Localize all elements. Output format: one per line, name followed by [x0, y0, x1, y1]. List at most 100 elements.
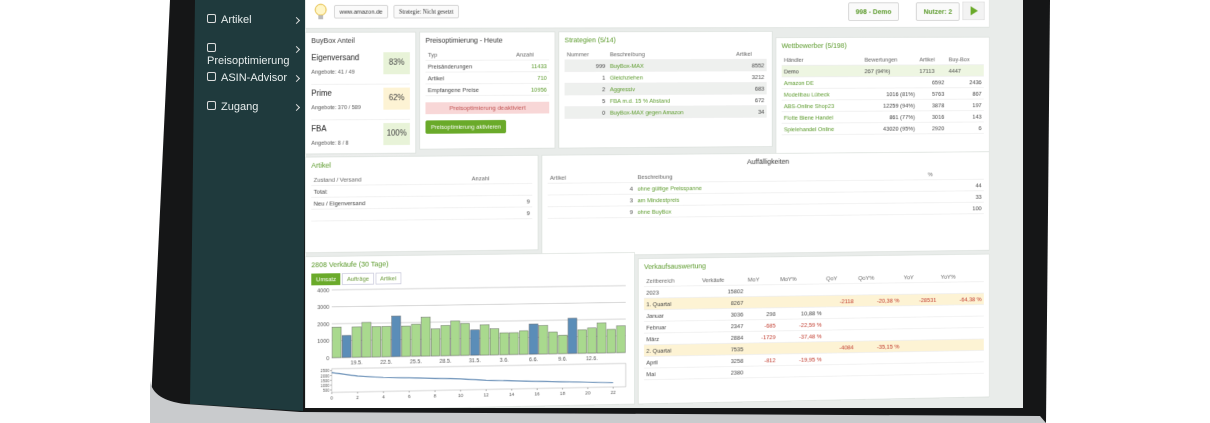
cell: 999	[564, 59, 608, 72]
cell: 3036	[699, 308, 746, 321]
cell: 861 (77%)	[862, 110, 918, 123]
menu-item[interactable]: ASIN-Advisor	[207, 72, 303, 84]
bar	[578, 330, 587, 354]
cell	[777, 295, 824, 308]
cell: 10,88 %	[777, 307, 824, 320]
cell: 4447	[946, 64, 984, 77]
x-tick-label: 8	[434, 393, 437, 399]
overview-frame	[332, 363, 626, 392]
panel-title: Wettbewerber (5/198)	[781, 41, 847, 50]
y-tick-label: 3000	[317, 305, 329, 311]
x-tick-label: 25.5.	[410, 359, 423, 365]
cell: Modellbau Lübeck	[781, 88, 863, 101]
menu-label: Artikel	[221, 14, 252, 26]
cell	[777, 364, 824, 378]
x-tick-label: 4	[382, 394, 385, 400]
buybox-item: FBA Angebote: 8 / 8 100%	[311, 119, 410, 156]
menu-item[interactable]: Artikel	[207, 14, 303, 26]
offers: Angebote: 8 / 8	[311, 140, 349, 147]
strategy-button[interactable]: Strategie: Nicht gesetzt	[393, 4, 459, 19]
cell: 5763	[917, 87, 947, 100]
bar	[568, 318, 577, 353]
header-cell: MoY%	[777, 272, 824, 285]
header-cell: Zeitbereich	[644, 274, 700, 287]
screen: www.amazon.de Strategie: Nicht gesetzt 9…	[305, 0, 1023, 408]
menu-icon	[207, 101, 216, 110]
cell	[745, 284, 778, 297]
activate-button[interactable]: Preisoptimierung aktivieren	[425, 119, 507, 134]
x-tick-label: 31.5.	[469, 358, 481, 364]
bar	[539, 325, 548, 354]
cell	[777, 283, 824, 297]
cell: Flotte Biene Handel	[781, 111, 863, 124]
buybox-panel: BuyBox Anteil Eigenversand Angebote: 41 / …	[305, 31, 417, 156]
channel-name: Eigenversand	[311, 53, 360, 63]
cell: 43020 (95%)	[862, 122, 918, 135]
x-tick-label: 16	[535, 391, 540, 397]
cell: 3212	[733, 70, 767, 83]
cell: 683	[733, 82, 767, 95]
cell: 9	[469, 206, 533, 220]
cell: 143	[946, 110, 984, 123]
cell	[901, 339, 939, 352]
issues-panel: Auffälligkeiten Artikel Beschreibung% 4 ohne…	[541, 151, 990, 257]
cell: 2347	[699, 319, 746, 333]
panel-title: Verkaufsauswertung	[644, 262, 706, 271]
menu-icon	[207, 72, 216, 81]
bar	[362, 322, 371, 357]
cell	[745, 365, 778, 378]
table: Händler Bewertungen Artikel Buy-Box Demo 267 …	[781, 53, 984, 136]
cell: 6	[946, 121, 984, 134]
cell: ABS-Online Shop23	[781, 99, 863, 112]
cell	[823, 306, 856, 319]
tab[interactable]: Umsatz	[311, 273, 341, 286]
bar	[352, 327, 363, 359]
sidebar: Artikel Preisoptimierung ASIN-Advisor Zugan…	[195, 0, 305, 410]
bar	[597, 323, 606, 353]
cell: 3258	[699, 354, 746, 368]
cell: 2023	[644, 285, 700, 299]
tab[interactable]: Artikel	[375, 272, 402, 285]
menu-label: ASIN-Advisor	[221, 72, 288, 84]
domain-select[interactable]: www.amazon.de	[334, 5, 389, 19]
cell: -37,48 %	[777, 330, 824, 343]
bar	[588, 328, 597, 353]
cell: 33	[925, 190, 984, 203]
menu-item[interactable]: Zugang	[207, 101, 303, 113]
header-row: Nummer Beschreibung Artikel	[564, 48, 767, 60]
menu-item[interactable]: Preisoptimierung	[207, 43, 303, 67]
dashboard: www.amazon.de Strategie: Nicht gesetzt 9…	[305, 0, 990, 408]
bar	[342, 335, 353, 359]
offers: Angebote: 41 / 49	[311, 69, 355, 76]
x-tick-label: 2	[356, 395, 359, 401]
cell: Empfangene Preise	[425, 83, 514, 96]
bar	[332, 327, 342, 359]
bar	[441, 325, 450, 356]
account[interactable]: 998 - Demo	[848, 2, 899, 21]
panel-title: Auffälligkeiten	[747, 157, 790, 166]
cell: -685	[745, 319, 778, 332]
users[interactable]: Nutzer: 2	[916, 2, 960, 21]
cell: 3	[547, 194, 636, 207]
bar	[431, 329, 440, 356]
share: 62%	[383, 87, 410, 110]
header-cell: QoY	[823, 272, 856, 284]
cell	[901, 316, 939, 329]
bar	[480, 325, 489, 355]
tab[interactable]: Aufträge	[342, 272, 374, 285]
bar	[529, 324, 538, 354]
cell	[311, 207, 470, 222]
cell: 3016	[917, 110, 947, 123]
cell: 7535	[699, 343, 746, 356]
header-cell: Beschreibung	[607, 48, 734, 60]
x-tick-label: 6	[408, 394, 411, 400]
sales-panel: 2808 Verkäufe (30 Tage) Umsatz Aufträge Art…	[305, 252, 635, 408]
cell: Gleichziehen	[607, 70, 734, 84]
cell	[901, 282, 939, 295]
grid-line	[332, 286, 626, 290]
cell: 5	[564, 94, 608, 107]
panel-title: 2808 Verkäufe (30 Tage)	[311, 259, 389, 269]
menu-label: Zugang	[221, 101, 259, 113]
play-button[interactable]	[962, 1, 985, 21]
menu-label: Preisoptimierung	[207, 55, 290, 67]
